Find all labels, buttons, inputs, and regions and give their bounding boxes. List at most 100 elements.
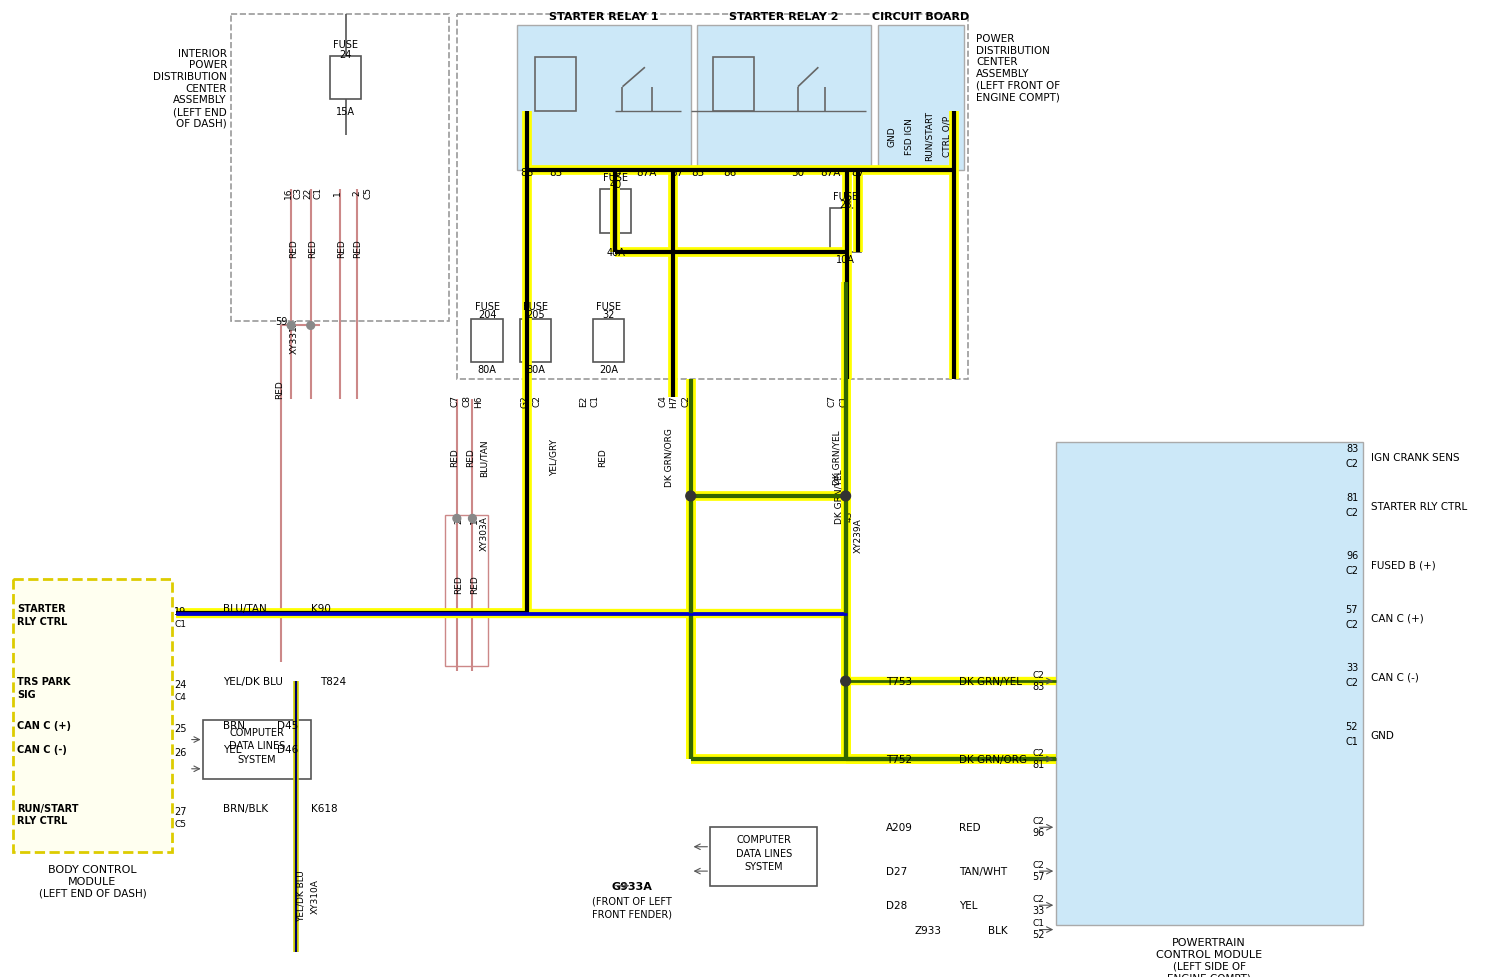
Text: D46: D46 bbox=[276, 744, 298, 754]
Text: C1: C1 bbox=[174, 619, 186, 628]
Circle shape bbox=[841, 491, 850, 501]
Text: FUSE: FUSE bbox=[523, 302, 549, 312]
Text: STARTER RELAY 2: STARTER RELAY 2 bbox=[729, 12, 838, 21]
Text: 24: 24 bbox=[174, 679, 186, 690]
Text: C7: C7 bbox=[450, 395, 459, 407]
Text: C2: C2 bbox=[681, 395, 690, 407]
Text: K618: K618 bbox=[310, 803, 337, 813]
Text: 80A: 80A bbox=[477, 364, 497, 375]
Text: FUSED B (+): FUSED B (+) bbox=[1370, 560, 1436, 570]
Text: STARTER RLY CTRL: STARTER RLY CTRL bbox=[1370, 501, 1467, 511]
Text: 26: 26 bbox=[174, 747, 186, 757]
Bar bbox=[593, 319, 625, 363]
Text: 2: 2 bbox=[455, 518, 464, 524]
Text: C4: C4 bbox=[659, 395, 668, 407]
Text: C2: C2 bbox=[1033, 748, 1044, 757]
Text: CAN C (-): CAN C (-) bbox=[1370, 671, 1419, 682]
Text: STARTER RELAY 1: STARTER RELAY 1 bbox=[549, 12, 659, 21]
Text: C4: C4 bbox=[174, 693, 186, 701]
Bar bbox=[13, 579, 173, 852]
Text: 87: 87 bbox=[671, 168, 684, 178]
Text: 57: 57 bbox=[1032, 871, 1044, 881]
Text: 86: 86 bbox=[723, 168, 737, 178]
Text: C2: C2 bbox=[1345, 619, 1358, 629]
Text: (LEFT FRONT OF: (LEFT FRONT OF bbox=[977, 81, 1060, 91]
Text: CENTER: CENTER bbox=[977, 58, 1018, 67]
Text: D28: D28 bbox=[886, 900, 907, 911]
Text: T824: T824 bbox=[321, 676, 346, 687]
Text: C2: C2 bbox=[1345, 677, 1358, 688]
Text: A209: A209 bbox=[886, 823, 912, 832]
Text: H6: H6 bbox=[474, 395, 483, 407]
Bar bbox=[535, 59, 576, 112]
Text: XY303A: XY303A bbox=[480, 516, 489, 551]
Text: 87A: 87A bbox=[820, 168, 841, 178]
Text: 80A: 80A bbox=[526, 364, 546, 375]
Text: C2: C2 bbox=[1033, 670, 1044, 679]
Text: 15A: 15A bbox=[337, 106, 355, 117]
Text: CONTROL MODULE: CONTROL MODULE bbox=[1156, 949, 1263, 959]
Text: TRS PARK: TRS PARK bbox=[18, 676, 72, 687]
Text: G933A: G933A bbox=[611, 881, 653, 891]
Text: POWERTRAIN: POWERTRAIN bbox=[1172, 937, 1246, 948]
Text: FUSE: FUSE bbox=[596, 302, 622, 312]
Text: 32: 32 bbox=[602, 310, 616, 319]
Text: 10A: 10A bbox=[836, 255, 854, 265]
Bar bbox=[203, 720, 310, 779]
Text: DATA LINES: DATA LINES bbox=[735, 848, 792, 858]
Text: 40: 40 bbox=[610, 180, 622, 190]
Text: C1: C1 bbox=[839, 395, 848, 407]
Bar bbox=[1056, 443, 1363, 925]
Text: CAN C (-): CAN C (-) bbox=[18, 744, 67, 754]
Text: RED: RED bbox=[959, 823, 980, 832]
Text: C1: C1 bbox=[590, 395, 599, 407]
Text: 16: 16 bbox=[283, 187, 292, 198]
Text: COMPUTER: COMPUTER bbox=[737, 834, 792, 844]
Text: FUSE: FUSE bbox=[833, 191, 859, 201]
Text: BRN: BRN bbox=[224, 720, 245, 730]
Text: 83: 83 bbox=[1032, 681, 1044, 692]
Text: XY331A: XY331A bbox=[289, 319, 298, 354]
Text: RUN/START: RUN/START bbox=[924, 111, 933, 161]
Text: T752: T752 bbox=[886, 754, 911, 764]
Text: YEL: YEL bbox=[959, 900, 977, 911]
Text: C5: C5 bbox=[364, 187, 373, 198]
Text: POWER: POWER bbox=[188, 61, 227, 70]
Text: (LEFT SIDE OF: (LEFT SIDE OF bbox=[1172, 960, 1245, 970]
Bar bbox=[830, 209, 862, 253]
Text: C8: C8 bbox=[462, 395, 471, 407]
Text: GND: GND bbox=[1370, 730, 1394, 740]
Bar bbox=[878, 26, 963, 170]
Text: RUN/START: RUN/START bbox=[18, 803, 79, 813]
Text: RED: RED bbox=[450, 448, 459, 467]
Text: H7: H7 bbox=[668, 395, 678, 407]
Text: 33: 33 bbox=[1346, 662, 1358, 673]
Circle shape bbox=[307, 322, 315, 330]
Text: DK GRN/ORG: DK GRN/ORG bbox=[959, 754, 1027, 764]
Text: RED: RED bbox=[289, 238, 298, 258]
Text: FSD IGN: FSD IGN bbox=[905, 118, 914, 154]
Text: CENTER: CENTER bbox=[185, 84, 227, 94]
Text: DISTRIBUTION: DISTRIBUTION bbox=[154, 72, 227, 82]
Text: RED: RED bbox=[337, 238, 346, 258]
Text: DK GRN/YEL: DK GRN/YEL bbox=[835, 469, 844, 524]
Text: C2: C2 bbox=[1345, 566, 1358, 575]
Circle shape bbox=[288, 322, 295, 330]
Text: D45: D45 bbox=[276, 720, 298, 730]
Text: YEL/DK BLU: YEL/DK BLU bbox=[297, 870, 306, 921]
Text: YEL/DK BLU: YEL/DK BLU bbox=[224, 676, 283, 687]
Text: CAN C (+): CAN C (+) bbox=[1370, 614, 1424, 623]
Text: FUSE: FUSE bbox=[334, 40, 358, 50]
Text: 1: 1 bbox=[470, 518, 479, 524]
Text: ASSEMBLY: ASSEMBLY bbox=[977, 69, 1030, 79]
Text: C2: C2 bbox=[1345, 458, 1358, 468]
Circle shape bbox=[686, 491, 696, 501]
Text: XY310A: XY310A bbox=[312, 878, 321, 913]
Text: Z933: Z933 bbox=[915, 924, 942, 935]
Text: TAN/WHT: TAN/WHT bbox=[959, 867, 1006, 876]
Circle shape bbox=[468, 515, 476, 523]
Text: SYSTEM: SYSTEM bbox=[744, 862, 783, 871]
Bar bbox=[446, 516, 488, 666]
Text: BLU/TAN: BLU/TAN bbox=[480, 439, 489, 477]
Text: 59: 59 bbox=[276, 317, 288, 326]
